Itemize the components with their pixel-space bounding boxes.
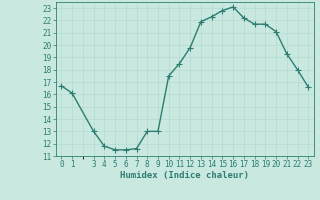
X-axis label: Humidex (Indice chaleur): Humidex (Indice chaleur) [120,171,249,180]
